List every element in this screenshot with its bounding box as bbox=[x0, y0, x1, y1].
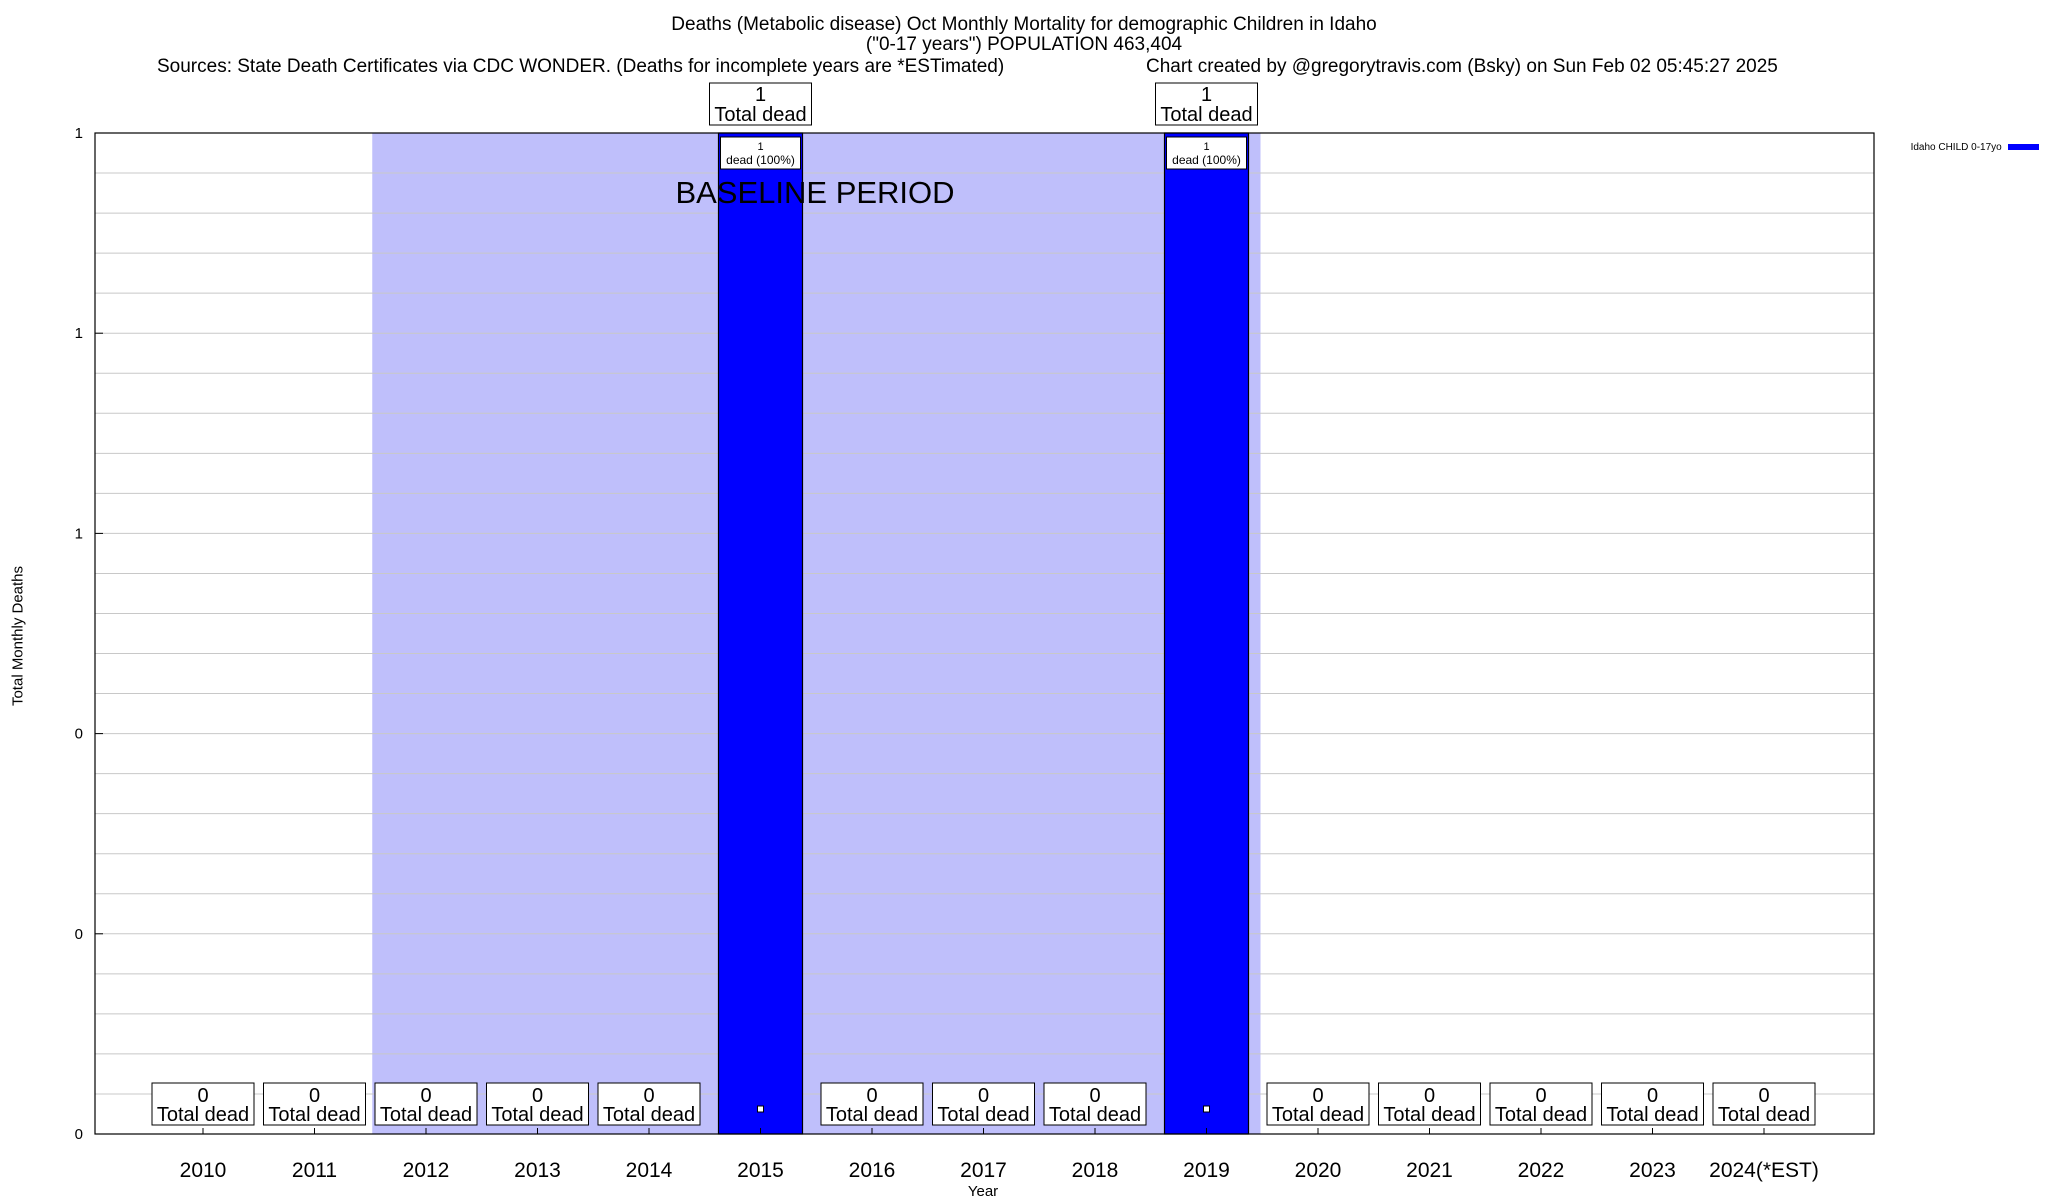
total-label-text: Total dead bbox=[826, 1104, 918, 1126]
total-label-text: Total dead bbox=[157, 1104, 249, 1126]
bar-2019 bbox=[1163, 132, 1250, 1135]
x-tick-label: 2015 bbox=[737, 1159, 784, 1182]
total-label-text: Total dead bbox=[1272, 1104, 1364, 1126]
total-label-box bbox=[820, 1082, 924, 1126]
x-tick-label: 2018 bbox=[1072, 1159, 1119, 1182]
total-label-box bbox=[709, 82, 812, 126]
total-label-text: Total dead bbox=[380, 1104, 472, 1126]
total-label-value: 0 bbox=[1758, 1085, 1769, 1107]
total-label-value: 0 bbox=[1535, 1085, 1546, 1107]
total-label-value: 0 bbox=[309, 1085, 320, 1107]
total-label-text: Total dead bbox=[937, 1104, 1029, 1126]
x-tick-label: 2010 bbox=[180, 1159, 227, 1182]
total-label-box bbox=[1489, 1082, 1593, 1126]
total-label-box bbox=[932, 1082, 1035, 1126]
total-label-value: 0 bbox=[978, 1085, 989, 1107]
total-label-value: 0 bbox=[1424, 1085, 1435, 1107]
total-label-box bbox=[597, 1082, 701, 1126]
inner-label-value: 1 bbox=[1203, 141, 1209, 153]
total-label-value: 0 bbox=[420, 1085, 431, 1107]
total-label-value: 0 bbox=[866, 1085, 877, 1107]
total-label-text: Total dead bbox=[1383, 1104, 1475, 1126]
total-label-value: 0 bbox=[1647, 1085, 1658, 1107]
source-note: Sources: State Death Certificates via CD… bbox=[157, 56, 1005, 77]
inner-label-text: dead (100%) bbox=[726, 153, 795, 167]
x-tick-label: 2012 bbox=[403, 1159, 450, 1182]
y-tick-label: 1 bbox=[75, 325, 83, 342]
total-label-box bbox=[374, 1082, 478, 1126]
inner-label-box bbox=[720, 136, 801, 170]
y-tick-label: 0 bbox=[75, 726, 83, 743]
total-label-text: Total dead bbox=[1495, 1104, 1587, 1126]
total-label-text: Total dead bbox=[1049, 1104, 1141, 1126]
inner-label-box bbox=[1166, 136, 1247, 170]
total-label-box bbox=[1378, 1082, 1481, 1126]
total-label-box bbox=[486, 1082, 589, 1126]
total-label-text: Total dead bbox=[1718, 1104, 1810, 1126]
x-marker bbox=[757, 1105, 764, 1113]
x-tick-label: 2019 bbox=[1183, 1159, 1230, 1182]
total-label-text: Total dead bbox=[1606, 1104, 1698, 1126]
total-label-box bbox=[1155, 82, 1258, 126]
chart-subtitle: ("0-17 years") POPULATION 463,404 bbox=[865, 34, 1183, 55]
total-label-value: 1 bbox=[755, 84, 766, 106]
x-tick-label: 2013 bbox=[514, 1159, 561, 1182]
chart-title: Deaths (Metabolic disease) Oct Monthly M… bbox=[671, 14, 1377, 35]
total-label-text: Total dead bbox=[491, 1104, 583, 1126]
y-tick-label: 1 bbox=[75, 125, 83, 142]
total-label-box bbox=[1043, 1082, 1147, 1126]
total-label-value: 0 bbox=[643, 1085, 654, 1107]
y-tick-label: 0 bbox=[75, 1126, 83, 1143]
total-label-box bbox=[263, 1082, 366, 1126]
plot-border bbox=[94, 132, 1875, 1135]
total-label-value: 0 bbox=[197, 1085, 208, 1107]
x-tick-label: 2011 bbox=[292, 1159, 337, 1182]
total-label-value: 0 bbox=[532, 1085, 543, 1107]
x-tick-label: 2017 bbox=[960, 1159, 1007, 1182]
total-label-text: Total dead bbox=[714, 104, 806, 126]
y-tick-label: 0 bbox=[75, 926, 83, 943]
total-label-text: Total dead bbox=[268, 1104, 360, 1126]
total-label-box bbox=[151, 1082, 255, 1126]
x-tick-label: 2020 bbox=[1295, 1159, 1342, 1182]
x-tick-label: 2022 bbox=[1518, 1159, 1565, 1182]
bar-2015 bbox=[717, 132, 804, 1135]
x-tick-label: 2023 bbox=[1629, 1159, 1676, 1182]
x-tick-label: 2024(*EST) bbox=[1709, 1159, 1819, 1182]
legend-swatch bbox=[2007, 144, 2039, 151]
legend: Idaho CHILD 0-17yo bbox=[1905, 131, 2039, 153]
x-marker bbox=[1203, 1105, 1210, 1113]
total-label-box bbox=[1712, 1082, 1816, 1126]
total-label-value: 0 bbox=[1089, 1085, 1100, 1107]
x-tick-label: 2016 bbox=[849, 1159, 896, 1182]
baseline-period-label: BASELINE PERIOD bbox=[675, 175, 954, 210]
x-axis-label: Year bbox=[968, 1183, 998, 1200]
total-label-box bbox=[1601, 1082, 1704, 1126]
total-label-value: 0 bbox=[1312, 1085, 1323, 1107]
baseline-band bbox=[372, 133, 1261, 1134]
x-tick-label: 2021 bbox=[1406, 1159, 1453, 1182]
legend-label: Idaho CHILD 0-17yo bbox=[1910, 142, 2002, 153]
total-label-text: Total dead bbox=[1160, 104, 1252, 126]
total-label-box bbox=[1266, 1082, 1370, 1126]
total-label-text: Total dead bbox=[603, 1104, 695, 1126]
credit-note: Chart created by @gregorytravis.com (Bsk… bbox=[1146, 56, 1778, 77]
y-tick-label: 1 bbox=[75, 525, 83, 542]
x-tick-label: 2014 bbox=[626, 1159, 673, 1182]
inner-label-value: 1 bbox=[757, 141, 763, 153]
total-label-value: 1 bbox=[1201, 84, 1212, 106]
inner-label-text: dead (100%) bbox=[1172, 153, 1241, 167]
